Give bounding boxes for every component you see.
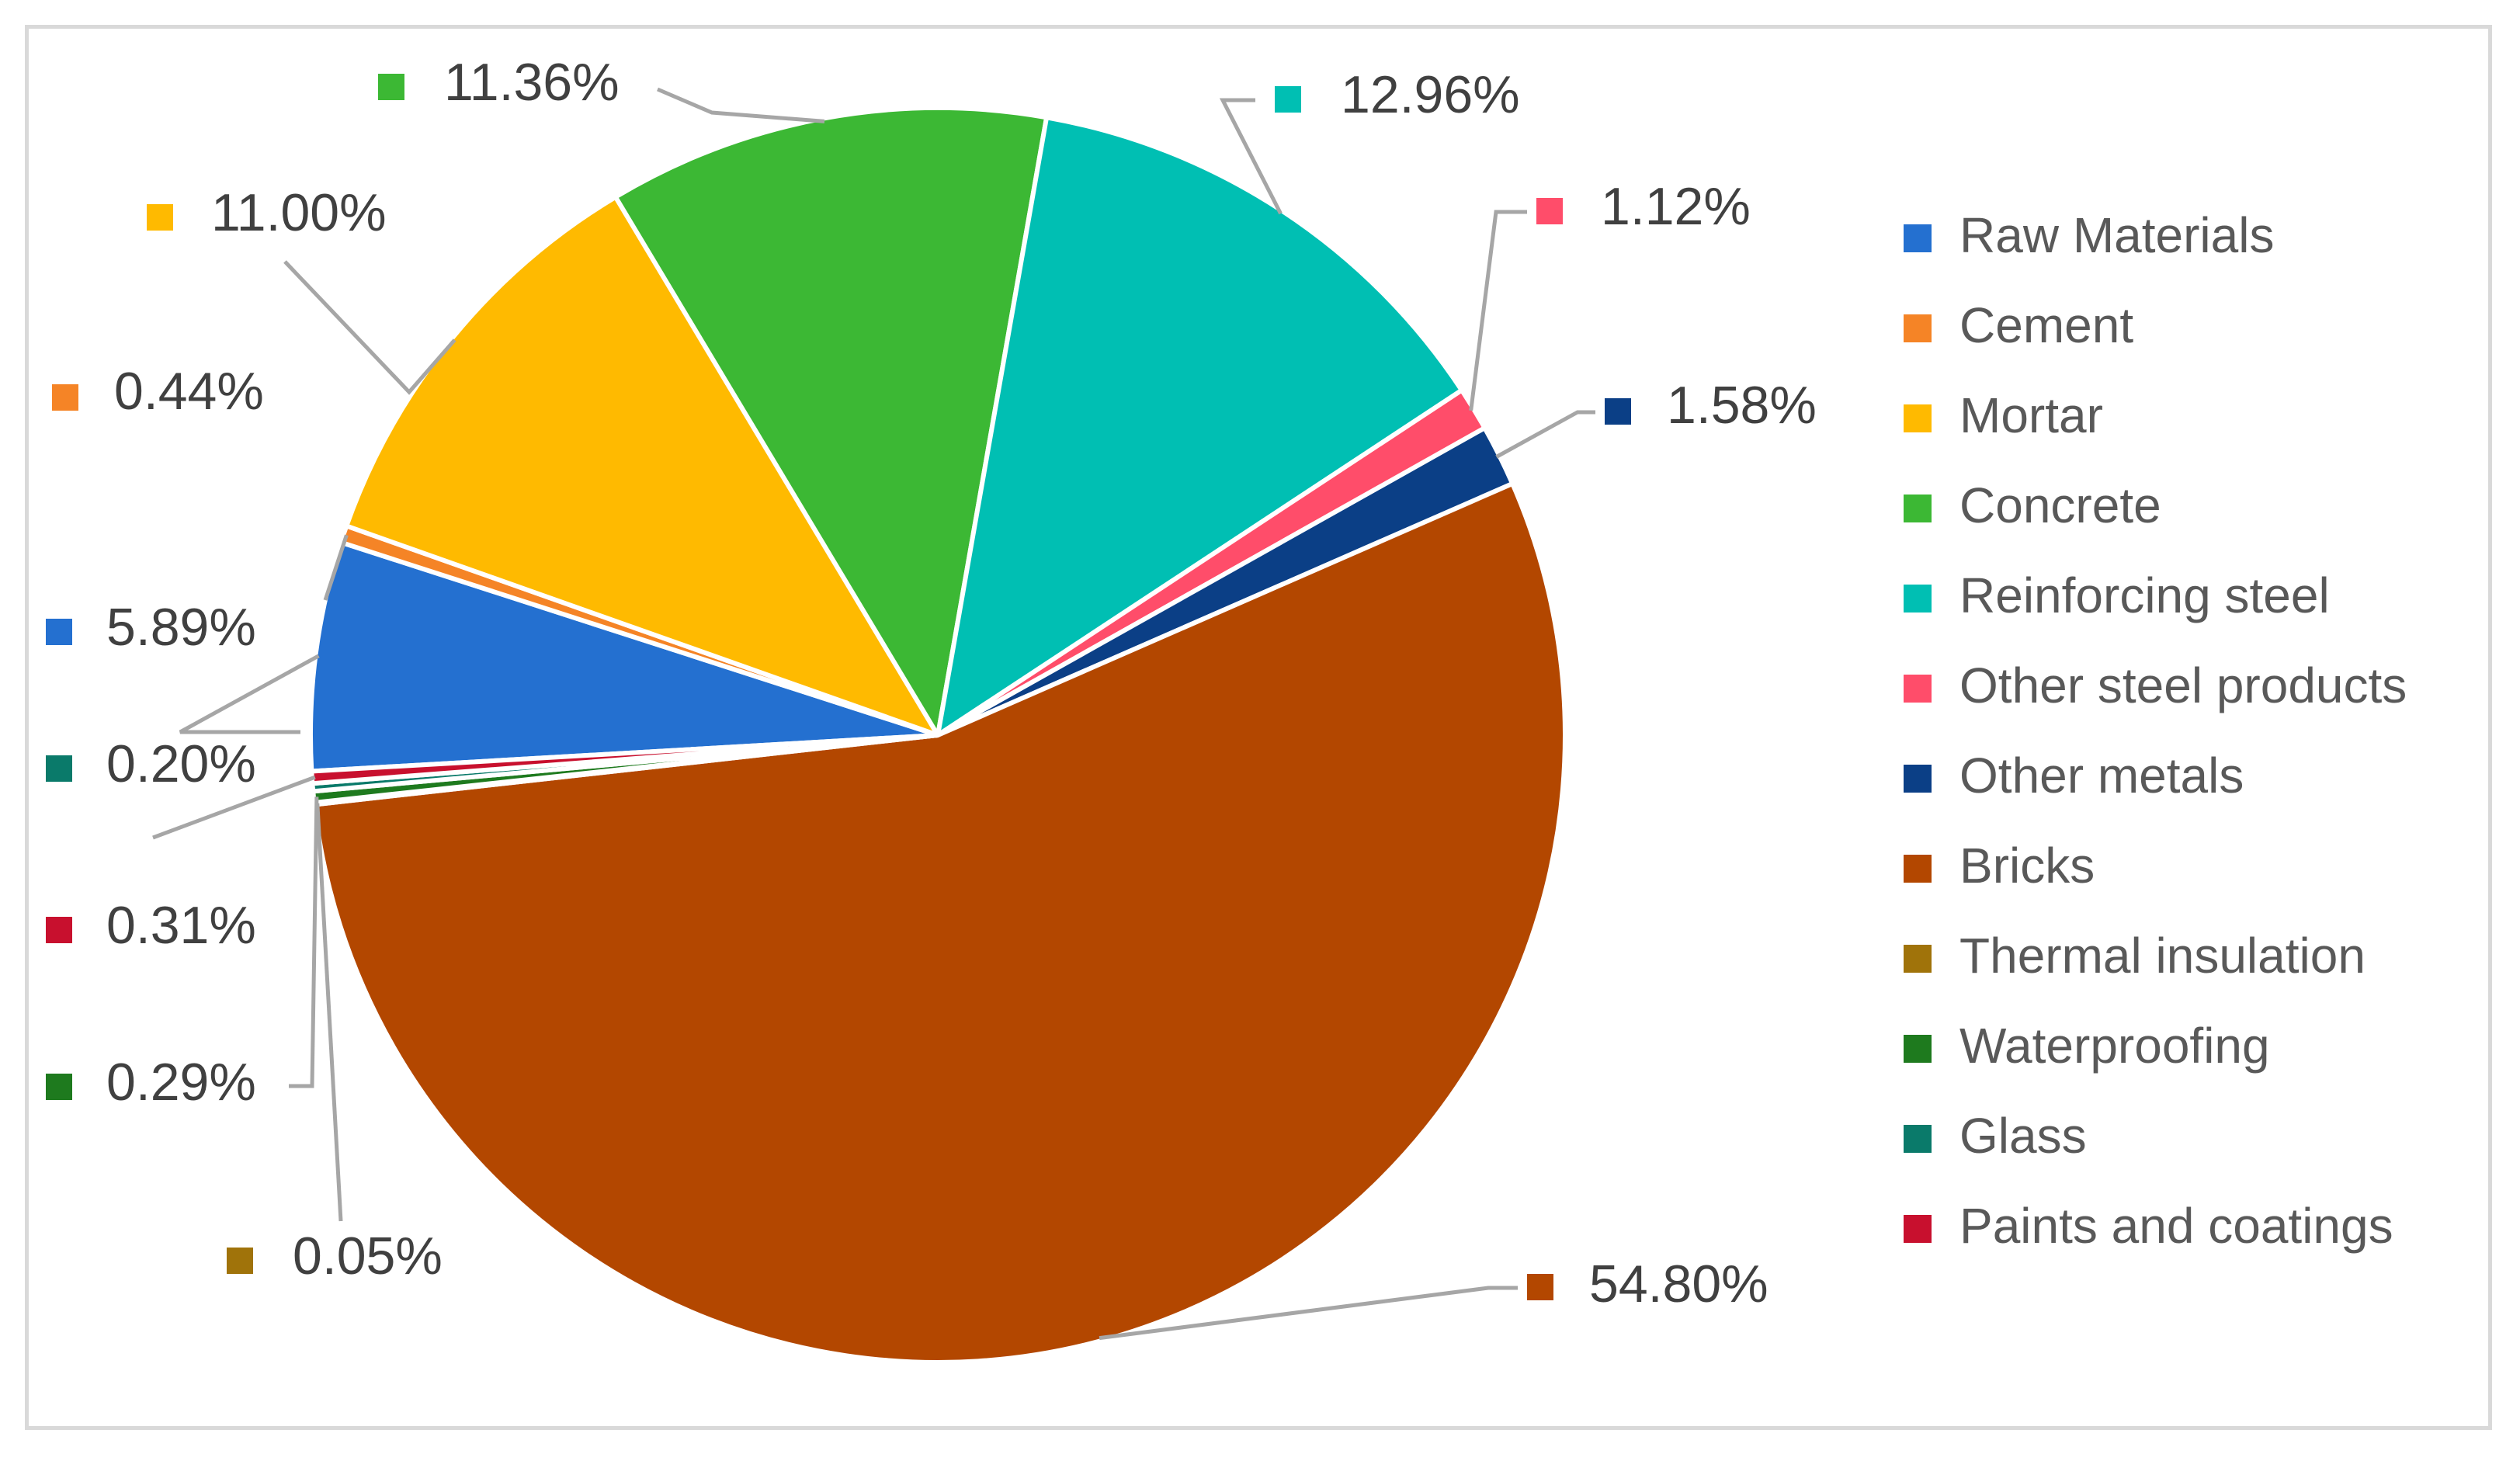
legend-label-concrete: Concrete	[1959, 477, 2161, 533]
data-label-mortar: 11.00%	[211, 183, 387, 242]
legend-label-paints-and-coatings: Paints and coatings	[1959, 1198, 2393, 1254]
legend-label-other-steel-products: Other steel products	[1959, 658, 2407, 713]
label-marker-reinforcing-steel	[1275, 86, 1301, 113]
label-marker-waterproofing	[46, 1074, 72, 1100]
leader-lines	[152, 87, 1595, 1341]
legend-item-paints-and-coatings: Paints and coatings	[1904, 1198, 2393, 1254]
leader-line-other-metals	[1495, 410, 1595, 459]
leader-line-raw-materials	[179, 654, 320, 734]
legend-label-glass: Glass	[1959, 1108, 2087, 1164]
label-marker-glass	[46, 755, 72, 782]
legend-item-raw-materials: Raw Materials	[1904, 207, 2274, 263]
legend-swatch-waterproofing	[1904, 1035, 1932, 1063]
legend-label-bricks: Bricks	[1959, 838, 2095, 894]
label-marker-other-steel-products	[1536, 198, 1563, 224]
leader-line-bricks	[1099, 1286, 1518, 1341]
leader-line-thermal-insulation	[315, 803, 343, 1222]
data-label-other-metals: 1.58%	[1667, 376, 1817, 435]
label-marker-concrete	[378, 74, 404, 100]
pie-chart: 5.89% 0.44% 11.00% 11.36% 12.96% 1.12% 1.58% 54…	[46, 53, 2407, 1365]
data-label-raw-materials: 5.89%	[106, 598, 256, 657]
legend-item-concrete: Concrete	[1904, 477, 2161, 533]
legend-label-cement: Cement	[1959, 297, 2133, 353]
data-label-glass: 0.20%	[106, 734, 256, 793]
data-label-thermal-insulation: 0.05%	[293, 1227, 443, 1286]
leader-line-concrete	[657, 87, 825, 123]
data-label-paints-and-coatings: 0.31%	[106, 896, 256, 955]
label-marker-thermal-insulation	[227, 1248, 253, 1274]
slice-mortar	[344, 194, 940, 737]
legend-label-other-metals: Other metals	[1959, 748, 2244, 803]
label-marker-paints-and-coatings	[46, 917, 72, 943]
data-label-reinforcing-steel: 12.96%	[1341, 65, 1520, 124]
legend-label-mortar: Mortar	[1959, 387, 2103, 443]
label-marker-bricks	[1527, 1274, 1553, 1300]
legend-swatch-other-steel-products	[1904, 675, 1932, 703]
slice-bricks	[311, 481, 1567, 1365]
legend-item-cement: Cement	[1904, 297, 2133, 353]
data-label-bricks: 54.80%	[1589, 1255, 1769, 1314]
leader-line-waterproofing	[289, 796, 319, 1088]
legend-item-waterproofing: Waterproofing	[1904, 1018, 2270, 1074]
data-label-other-steel-products: 1.12%	[1601, 177, 1751, 236]
legend-swatch-other-metals	[1904, 765, 1932, 793]
legend-item-bricks: Bricks	[1904, 838, 2095, 894]
legend-swatch-mortar	[1904, 404, 1932, 432]
leader-line-paints-and-coatings	[152, 775, 316, 840]
legend-item-mortar: Mortar	[1904, 387, 2103, 443]
legend-swatch-bricks	[1904, 855, 1932, 883]
leader-line-mortar	[283, 260, 456, 395]
legend-item-other-metals: Other metals	[1904, 748, 2244, 803]
legend-swatch-cement	[1904, 314, 1932, 342]
legend-swatch-thermal-insulation	[1904, 945, 1932, 973]
legend-item-other-steel-products: Other steel products	[1904, 658, 2407, 713]
data-labels: 5.89% 0.44% 11.00% 11.36% 12.96% 1.12% 1.58% 54…	[46, 53, 1817, 1314]
data-label-cement: 0.44%	[114, 362, 264, 421]
legend-item-reinforcing-steel: Reinforcing steel	[1904, 567, 2330, 623]
legend-swatch-glass	[1904, 1125, 1932, 1153]
label-marker-cement	[52, 384, 78, 411]
chart-frame: 5.89% 0.44% 11.00% 11.36% 12.96% 1.12% 1.58% 54…	[25, 25, 2492, 1430]
leader-line-cement	[323, 534, 349, 601]
legend-item-glass: Glass	[1904, 1108, 2087, 1164]
label-marker-mortar	[147, 204, 173, 231]
data-label-waterproofing: 0.29%	[106, 1053, 256, 1112]
leader-line-reinforcing-steel	[1219, 98, 1283, 215]
pie-slices	[308, 106, 1567, 1365]
label-marker-raw-materials	[46, 619, 72, 645]
legend-label-waterproofing: Waterproofing	[1959, 1018, 2270, 1074]
legend-swatch-raw-materials	[1904, 224, 1932, 252]
label-marker-other-metals	[1605, 398, 1631, 425]
data-label-concrete: 11.36%	[444, 53, 620, 112]
legend-item-thermal-insulation: Thermal insulation	[1904, 928, 2366, 984]
legend-label-thermal-insulation: Thermal insulation	[1959, 928, 2366, 984]
slice-concrete	[613, 106, 1050, 737]
legend-swatch-paints-and-coatings	[1904, 1215, 1932, 1243]
legend-label-raw-materials: Raw Materials	[1959, 207, 2274, 263]
leader-line-other-steel-products	[1469, 210, 1527, 411]
legend-swatch-reinforcing-steel	[1904, 585, 1932, 613]
legend-label-reinforcing-steel: Reinforcing steel	[1959, 567, 2330, 623]
legend-swatch-concrete	[1904, 495, 1932, 522]
slice-reinforcing-steel	[935, 115, 1464, 737]
legend: Raw Materials Cement Mortar Concrete Reinfor…	[1904, 207, 2407, 1254]
